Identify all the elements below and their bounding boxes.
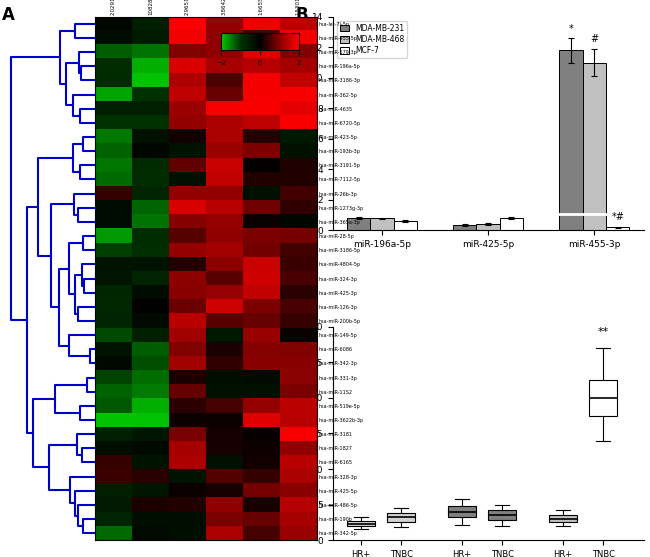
Text: #: # [590,34,599,44]
PathPatch shape [589,380,617,416]
Text: **: ** [597,328,609,338]
PathPatch shape [488,510,516,520]
PathPatch shape [448,506,476,517]
Bar [582,62,606,231]
Bar [606,227,629,231]
Text: *: * [569,23,573,33]
Bar [370,218,394,231]
Bar [453,225,476,231]
Bar [476,224,500,231]
Text: *#: *# [611,212,624,222]
Y-axis label: Relative miRNA expression ratio: Relative miRNA expression ratio [297,51,306,197]
Text: A: A [2,6,15,25]
Text: C: C [296,316,307,334]
PathPatch shape [387,513,415,522]
Text: B: B [296,6,308,24]
Bar [394,221,417,231]
Bar [500,218,523,231]
PathPatch shape [347,521,375,526]
Bar [347,218,370,231]
Legend: MDA-MB-231, MDA-MB-468, MCF-7: MDA-MB-231, MDA-MB-468, MCF-7 [337,21,408,58]
PathPatch shape [549,515,577,522]
Bar [559,50,582,231]
Y-axis label: miRNA expression level: miRNA expression level [297,380,306,487]
